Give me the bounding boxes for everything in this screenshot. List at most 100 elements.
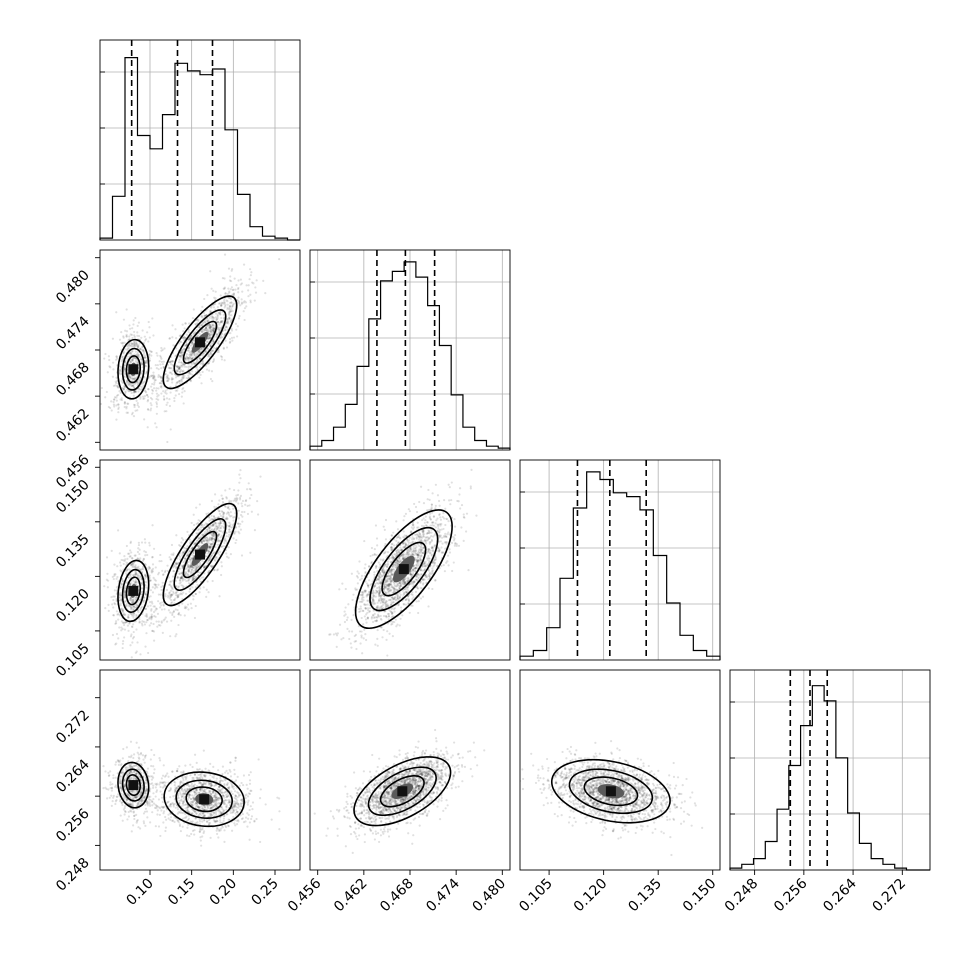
sample-point — [150, 613, 153, 616]
sample-point — [138, 347, 142, 350]
sample-point — [193, 362, 196, 365]
sample-point — [225, 497, 228, 500]
sample-point — [229, 279, 233, 283]
sample-point — [217, 539, 220, 542]
sample-point — [177, 613, 180, 616]
sample-point — [209, 344, 212, 348]
sample-point — [195, 506, 198, 509]
sample-point — [160, 357, 163, 360]
sample-point — [201, 559, 204, 562]
sample-point — [128, 597, 132, 600]
sample-point — [165, 392, 168, 395]
sample-point — [224, 328, 227, 332]
sample-point — [391, 620, 394, 623]
sample-point — [376, 616, 379, 619]
sample-point — [363, 574, 366, 577]
sample-point — [206, 559, 210, 562]
sample-point — [398, 596, 402, 599]
sample-point — [434, 522, 437, 525]
sample-point — [189, 564, 192, 567]
sample-point — [218, 529, 221, 533]
sample-point — [123, 368, 126, 371]
sample-point — [392, 531, 395, 534]
sample-point — [230, 269, 233, 272]
sample-point — [132, 630, 135, 634]
sample-point — [178, 572, 181, 575]
sample-point — [178, 572, 182, 575]
sample-point — [378, 590, 382, 594]
sample-point — [200, 330, 204, 334]
sample-point — [416, 552, 419, 555]
sample-point — [405, 534, 408, 537]
sample-point — [142, 601, 145, 604]
sample-point — [232, 516, 235, 519]
sample-point — [135, 344, 139, 347]
sample-point — [449, 503, 452, 506]
sample-point — [129, 607, 133, 610]
sample-point — [231, 288, 234, 292]
sample-point — [223, 541, 226, 545]
sample-point — [389, 569, 393, 572]
sample-point — [387, 615, 390, 618]
sample-point — [407, 541, 411, 544]
sample-point — [417, 559, 420, 562]
sample-point — [388, 571, 391, 574]
sample-point — [223, 539, 226, 543]
sample-point — [146, 553, 149, 557]
sample-point — [170, 376, 174, 379]
sample-point — [371, 614, 375, 617]
sample-point — [149, 579, 153, 582]
sample-point — [391, 611, 394, 615]
sample-point — [360, 593, 363, 596]
sample-point — [136, 380, 139, 384]
sample-point — [157, 623, 161, 627]
sample-point — [380, 574, 383, 577]
sample-point — [396, 582, 399, 586]
sample-point — [143, 596, 146, 599]
sample-point — [212, 542, 215, 545]
sample-point — [148, 349, 151, 352]
sample-point — [413, 502, 416, 506]
sample-point — [383, 583, 386, 586]
sample-point — [134, 360, 138, 363]
sample-point — [165, 620, 169, 623]
sample-point — [249, 551, 252, 554]
sample-point — [216, 314, 219, 318]
sample-point — [157, 573, 160, 576]
sample-point — [176, 576, 179, 579]
sample-point — [159, 593, 162, 596]
sample-point — [227, 312, 230, 316]
sample-point — [395, 561, 398, 564]
sample-point — [123, 600, 127, 604]
sample-point — [169, 595, 172, 598]
sample-point — [196, 521, 199, 525]
sample-point — [124, 585, 127, 588]
sample-point — [385, 586, 388, 590]
sample-point — [396, 593, 399, 596]
sample-point — [212, 346, 216, 349]
sample-point — [392, 587, 396, 590]
panel-content — [100, 253, 281, 444]
sample-point — [149, 402, 152, 405]
sample-point — [338, 623, 342, 626]
sample-point — [226, 517, 229, 520]
sample-point — [157, 398, 160, 401]
sample-point — [422, 530, 425, 533]
sample-point — [420, 554, 423, 557]
sample-point — [237, 530, 240, 533]
sample-point — [174, 597, 177, 600]
sample-point — [190, 353, 194, 356]
sample-point — [218, 524, 221, 527]
sample-point — [127, 383, 130, 386]
sample-point — [138, 355, 141, 359]
sample-point — [395, 552, 399, 555]
sample-point — [404, 603, 407, 606]
sample-point — [199, 587, 202, 590]
sample-point — [170, 598, 173, 602]
sample-point — [129, 360, 132, 363]
sample-point — [188, 353, 191, 356]
sample-point — [103, 585, 106, 588]
sample-point — [170, 360, 173, 363]
sample-point — [397, 604, 400, 607]
